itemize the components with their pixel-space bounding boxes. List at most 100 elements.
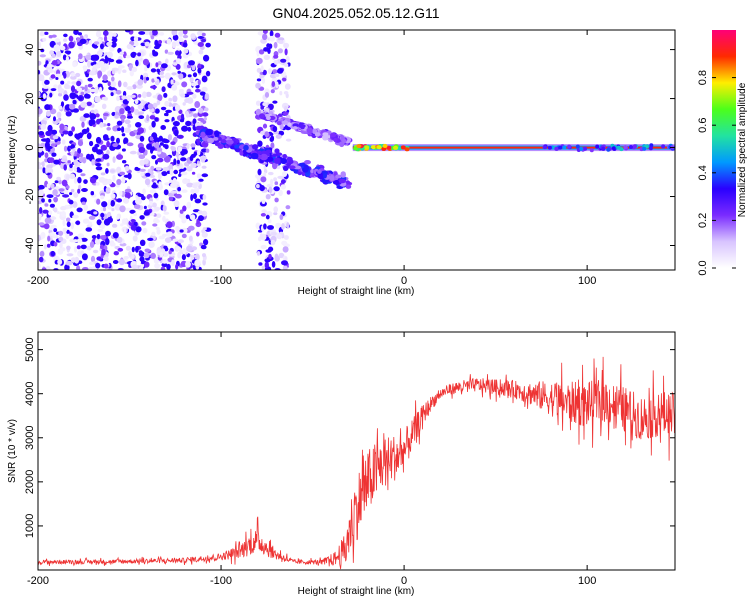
noise-blob — [116, 120, 123, 126]
noise-blob — [89, 241, 95, 248]
noise-blob — [111, 76, 115, 82]
noise-blob — [39, 250, 45, 257]
noise-blob — [80, 244, 87, 250]
noise-blob — [194, 101, 201, 108]
noise-blob — [85, 227, 93, 232]
track-blob — [329, 174, 335, 182]
noise-blob — [126, 94, 131, 102]
noise-blob — [50, 224, 57, 229]
noise-blob — [89, 266, 93, 270]
noise-blob — [189, 108, 197, 112]
noise-blob — [119, 51, 124, 56]
noise-blob — [175, 151, 179, 158]
noise-blob — [284, 83, 291, 90]
zero-line-blob — [353, 146, 359, 151]
noise-blob — [147, 237, 154, 241]
noise-blob — [44, 104, 51, 111]
track-blob — [342, 139, 347, 144]
noise-blob — [66, 185, 70, 189]
noise-blob — [181, 189, 188, 193]
noise-blob — [103, 112, 109, 117]
noise-blob — [64, 83, 69, 90]
noise-blob — [76, 167, 80, 171]
noise-blob — [51, 53, 56, 59]
noise-blob — [262, 30, 268, 34]
noise-blob — [269, 35, 276, 42]
noise-blob — [286, 190, 291, 195]
noise-blob — [88, 215, 96, 220]
noise-blob — [198, 49, 204, 55]
track-blob — [207, 137, 215, 144]
noise-blob — [134, 56, 142, 60]
noise-blob — [182, 30, 188, 35]
noise-blob — [278, 40, 284, 44]
noise-blob — [57, 248, 64, 255]
track-blob — [225, 139, 234, 145]
noise-blob — [284, 63, 289, 67]
noise-blob — [44, 203, 49, 207]
noise-blob — [274, 181, 279, 186]
noise-blob — [169, 168, 174, 176]
noise-blob — [265, 47, 270, 52]
noise-blob — [155, 166, 162, 171]
noise-blob — [278, 252, 285, 259]
y-tick-label: 5000 — [24, 337, 36, 361]
noise-blob — [46, 183, 51, 189]
noise-blob — [256, 175, 262, 181]
noise-blob — [129, 150, 137, 155]
noise-blob — [183, 48, 189, 54]
noise-blob — [53, 196, 58, 203]
noise-blob — [131, 264, 139, 269]
noise-blob — [112, 143, 118, 148]
noise-blob — [145, 91, 152, 97]
x-tick-label: -200 — [27, 575, 49, 587]
noise-blob — [143, 30, 151, 35]
zero-line-blob — [649, 143, 654, 148]
noise-blob — [110, 80, 117, 88]
noise-blob — [257, 31, 264, 36]
noise-blob — [93, 211, 98, 215]
noise-blob — [201, 75, 208, 83]
noise-blob — [268, 171, 274, 176]
noise-blob — [131, 246, 135, 253]
noise-blob — [96, 118, 101, 125]
noise-blob — [112, 260, 119, 264]
noise-blob — [81, 201, 86, 206]
noise-blob — [195, 88, 201, 93]
noise-blob — [56, 50, 62, 58]
noise-blob — [202, 253, 206, 258]
noise-blob — [160, 106, 167, 111]
noise-blob — [48, 198, 52, 203]
noise-blob — [72, 201, 78, 208]
noise-blob — [104, 57, 109, 64]
noise-blob — [75, 72, 81, 78]
track-blob — [330, 132, 337, 138]
noise-blob — [181, 233, 187, 239]
noise-blob — [99, 235, 107, 240]
noise-blob — [83, 204, 88, 211]
noise-blob — [63, 72, 67, 79]
noise-blob — [144, 103, 149, 110]
noise-blob — [90, 255, 96, 263]
noise-blob — [103, 256, 109, 262]
noise-blob — [65, 260, 73, 266]
track-blob — [300, 125, 305, 130]
track-blob — [276, 121, 282, 126]
noise-blob — [112, 232, 119, 239]
noise-blob — [149, 200, 153, 206]
noise-blob — [99, 122, 104, 128]
noise-blob — [38, 161, 41, 168]
noise-blob — [106, 149, 110, 156]
noise-blob — [124, 192, 131, 200]
noise-blob — [121, 148, 126, 152]
noise-blob — [273, 60, 279, 65]
noise-blob — [203, 54, 210, 62]
y-tick-label: 0 — [24, 144, 36, 150]
spectrogram-marks — [38, 30, 675, 270]
noise-blob — [107, 123, 111, 127]
noise-blob — [182, 34, 189, 39]
noise-blob — [180, 113, 185, 120]
noise-blob — [200, 156, 206, 163]
noise-blob — [59, 45, 66, 51]
zero-line-blob — [393, 145, 399, 150]
